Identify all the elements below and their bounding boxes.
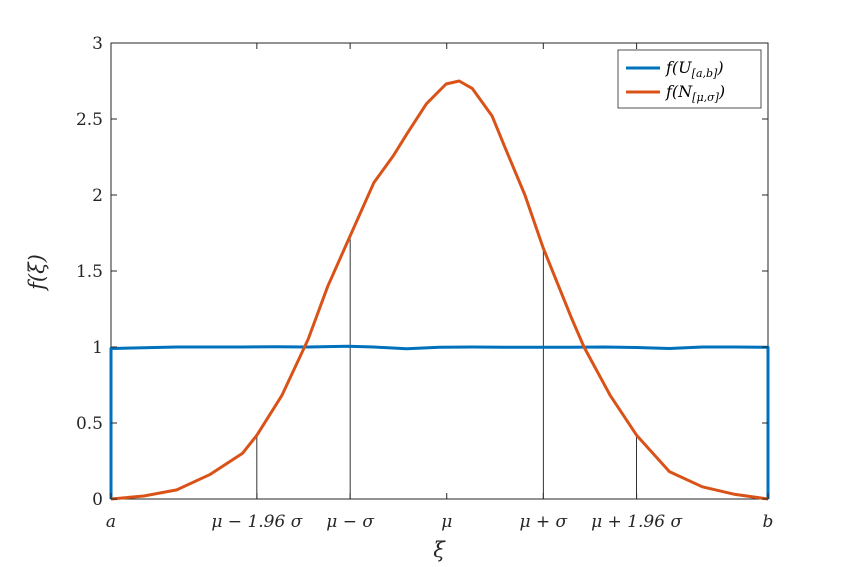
x-tick-label: μ [441, 512, 452, 532]
x-tick-label: b [763, 512, 774, 532]
legend: f(U[a,b])f(N[μ,σ]) [617, 49, 762, 109]
plot-area-box [110, 42, 769, 500]
y-tick-label: 2 [92, 186, 103, 206]
y-tick-label: 0 [92, 490, 103, 510]
y-tick-label: 0.5 [76, 414, 103, 434]
x-tick-label: μ + 1.96 σ [591, 512, 682, 532]
x-tick-label: μ − σ [326, 512, 374, 532]
legend-label-1: f(U[a,b]) [665, 58, 724, 80]
axes [110, 42, 769, 500]
y-tick-label: 3 [92, 34, 103, 54]
reference-lines [256, 239, 637, 499]
x-axis-label: ξ [433, 538, 446, 562]
y-tick-label: 1.5 [76, 262, 103, 282]
series-line-2 [110, 79, 769, 501]
y-axis-label: f(ξ) [25, 254, 49, 292]
x-tick-label: a [106, 512, 116, 532]
series-line-1 [109, 344, 770, 499]
legend-label-2: f(N[μ,σ]) [665, 82, 725, 104]
y-tick-label: 2.5 [76, 110, 103, 130]
x-tick-label: μ + σ [519, 512, 567, 532]
series-group [109, 79, 770, 501]
x-tick-label: μ − 1.96 σ [211, 512, 302, 532]
ticks: 0 0.5 1 1.5 2 2.5 3 a μ − 1.96 σ μ − σ μ μ + σ μ + 1… [76, 34, 773, 532]
legend-box [617, 49, 762, 109]
y-tick-label: 1 [92, 338, 103, 358]
